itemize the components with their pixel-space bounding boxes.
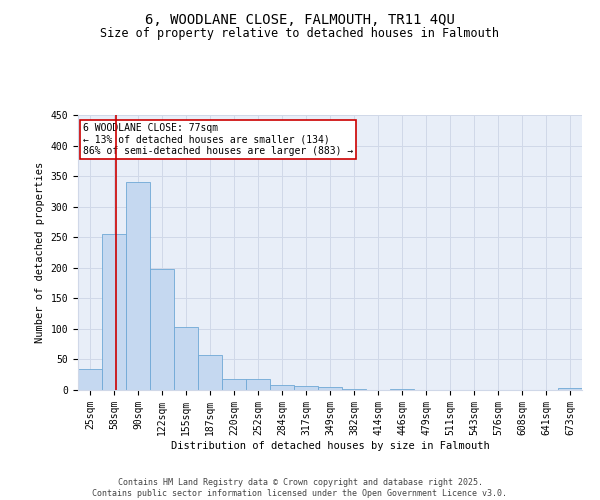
Bar: [294, 386, 318, 390]
Text: Size of property relative to detached houses in Falmouth: Size of property relative to detached ho…: [101, 28, 499, 40]
Bar: [102, 234, 126, 390]
Bar: [174, 327, 198, 390]
Bar: [318, 387, 342, 390]
Text: 6, WOODLANE CLOSE, FALMOUTH, TR11 4QU: 6, WOODLANE CLOSE, FALMOUTH, TR11 4QU: [145, 12, 455, 26]
Bar: [270, 384, 294, 390]
Bar: [222, 379, 246, 390]
Y-axis label: Number of detached properties: Number of detached properties: [35, 162, 45, 343]
Text: Contains HM Land Registry data © Crown copyright and database right 2025.
Contai: Contains HM Land Registry data © Crown c…: [92, 478, 508, 498]
Bar: [558, 388, 582, 390]
Bar: [150, 269, 174, 390]
Bar: [126, 182, 150, 390]
Bar: [78, 368, 102, 390]
Bar: [342, 389, 366, 390]
Bar: [246, 379, 270, 390]
Text: 6 WOODLANE CLOSE: 77sqm
← 13% of detached houses are smaller (134)
86% of semi-d: 6 WOODLANE CLOSE: 77sqm ← 13% of detache…: [83, 123, 353, 156]
Bar: [198, 355, 222, 390]
X-axis label: Distribution of detached houses by size in Falmouth: Distribution of detached houses by size …: [170, 440, 490, 450]
Bar: [390, 389, 414, 390]
